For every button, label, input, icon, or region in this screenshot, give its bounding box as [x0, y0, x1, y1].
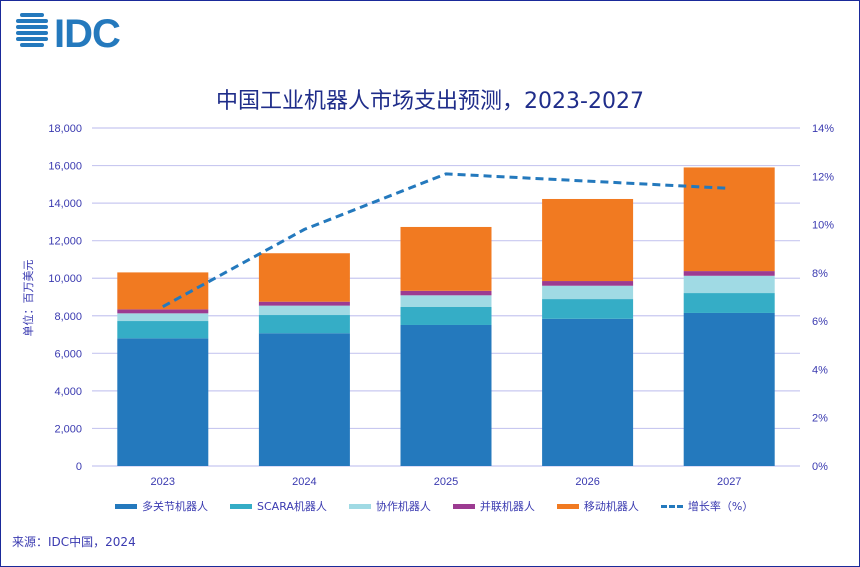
legend-item: 移动机器人: [556, 498, 639, 514]
x-tick-label: 2023: [151, 476, 175, 488]
bar-2027-series-0: [683, 312, 775, 466]
bar-2023-series-0: [117, 338, 209, 466]
legend-label: 并联机器人: [479, 500, 535, 513]
source-note: 来源：IDC中国，2024: [12, 535, 136, 549]
y2-tick-label: 6%: [812, 316, 828, 328]
bar-2023-series-2: [117, 313, 209, 322]
legend-item: 并联机器人: [452, 498, 535, 514]
y2-tick-label: 14%: [812, 123, 834, 135]
bar-2026-series-4: [542, 198, 634, 282]
legend-swatch: [348, 503, 371, 509]
bar-2024-series-3: [258, 301, 350, 306]
y-tick-label: 10,000: [48, 273, 82, 285]
legend-item: 协作机器人: [348, 498, 431, 514]
y-tick-label: 12,000: [48, 236, 82, 248]
y-tick-label: 18,000: [48, 123, 82, 135]
y-tick-label: 16,000: [48, 161, 82, 173]
bar-2027-series-1: [683, 293, 775, 313]
y2-tick-label: 8%: [812, 268, 828, 280]
bar-2026-series-0: [542, 318, 634, 466]
bar-2024-series-2: [258, 305, 350, 316]
legend-item: SCARA机器人: [230, 498, 327, 514]
legend-swatch: [556, 503, 579, 509]
legend-item: 增长率（%）: [660, 498, 754, 514]
legend-swatch: [452, 503, 475, 509]
y2-tick-label: 10%: [812, 220, 834, 232]
legend-label: SCARA机器人: [257, 500, 327, 513]
bar-2025-series-4: [400, 226, 492, 291]
y-tick-label: 8,000: [54, 311, 82, 323]
x-tick-label: 2024: [292, 476, 316, 488]
bar-2026-series-2: [542, 285, 634, 300]
svg-text:IDC: IDC: [54, 12, 120, 50]
bar-2027-series-2: [683, 275, 775, 294]
y2-tick-label: 2%: [812, 413, 828, 425]
y-tick-label: 6,000: [54, 348, 82, 360]
x-tick-label: 2026: [575, 476, 599, 488]
legend-swatch: [115, 503, 137, 509]
bar-2026-series-3: [542, 281, 634, 286]
legend-label: 多关节机器人: [142, 500, 208, 513]
legend-label: 移动机器人: [583, 500, 639, 513]
bar-2027-series-3: [683, 271, 775, 276]
x-tick-label: 2027: [717, 476, 741, 488]
bar-2024-series-0: [258, 333, 350, 466]
legend-item: 多关节机器人: [115, 498, 208, 514]
bar-2023-series-1: [117, 321, 209, 339]
chart-title: 中国工业机器人市场支出预测，2023-2027: [216, 89, 644, 114]
legend-label: 协作机器人: [375, 500, 431, 513]
legend: 多关节机器人 SCARA机器人 协作机器人 并联机器人 移动机器人 增长率（%）: [115, 498, 753, 514]
legend-dash-swatch: [660, 504, 683, 508]
bar-2025-series-0: [400, 324, 492, 466]
y-tick-label: 14,000: [48, 198, 82, 210]
y-tick-label: 2,000: [54, 423, 82, 435]
bar-2023-series-4: [117, 272, 209, 310]
y2-tick-label: 4%: [812, 364, 828, 376]
bar-2024-series-4: [258, 253, 350, 302]
legend-label: 增长率（%）: [687, 500, 754, 513]
bar-2026-series-1: [542, 299, 634, 319]
bar-2027-series-4: [683, 167, 775, 272]
y-tick-label: 0: [76, 461, 82, 473]
bar-2023-series-3: [117, 309, 209, 314]
idc-logo: IDC: [16, 12, 121, 50]
y-tick-label: 4,000: [54, 386, 82, 398]
legend-swatch: [230, 503, 252, 509]
x-tick-label: 2025: [434, 476, 458, 488]
y2-tick-label: 12%: [812, 171, 834, 183]
bar-2025-series-1: [400, 306, 492, 325]
y2-tick-label: 0%: [812, 461, 828, 473]
bar-2025-series-3: [400, 290, 492, 296]
bar-2025-series-2: [400, 295, 492, 307]
bar-2024-series-1: [258, 315, 350, 334]
